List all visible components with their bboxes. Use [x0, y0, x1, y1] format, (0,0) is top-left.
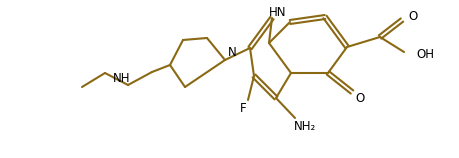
Text: O: O	[355, 92, 364, 106]
Text: N: N	[228, 46, 237, 58]
Text: O: O	[409, 10, 418, 24]
Text: NH: NH	[113, 72, 131, 85]
Text: OH: OH	[416, 49, 434, 61]
Text: NH₂: NH₂	[294, 121, 316, 134]
Text: F: F	[240, 101, 246, 115]
Text: HN: HN	[269, 6, 287, 19]
